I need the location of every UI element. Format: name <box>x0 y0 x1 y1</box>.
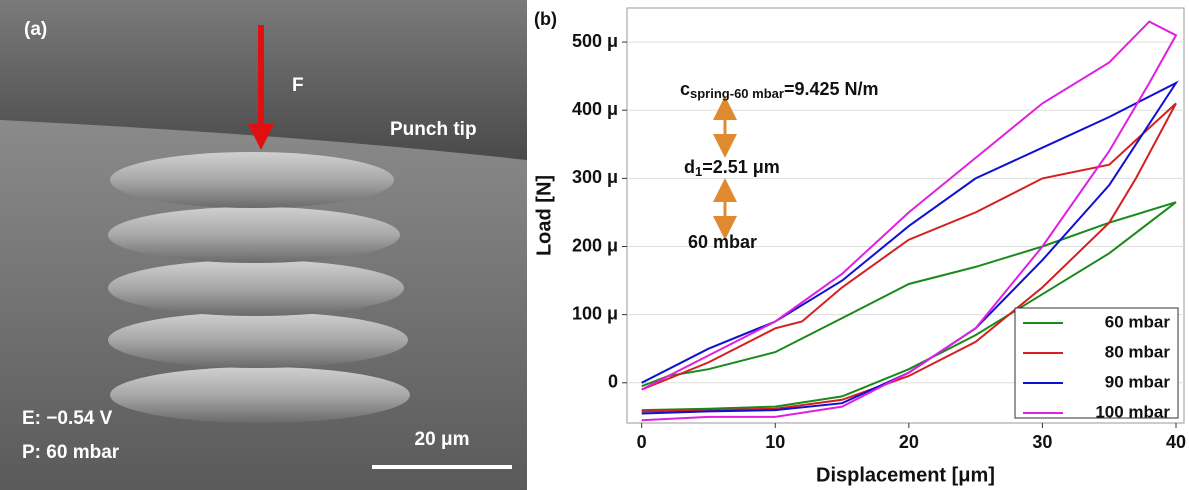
legend-label: 60 mbar <box>1105 312 1171 331</box>
annotation-part: =2.51 μm <box>702 157 780 177</box>
y-tick-label: 0 <box>608 372 618 392</box>
spring <box>108 152 410 423</box>
y-tick-label: 400 μ <box>572 99 618 119</box>
x-tick-label: 40 <box>1166 432 1186 452</box>
y-tick-label: 500 μ <box>572 31 618 51</box>
punch-label: Punch tip <box>390 119 477 140</box>
sem-image: (a) F Punch tip E: −0.54 V P: 60 mbar 20… <box>0 0 527 490</box>
scale-label: 20 μm <box>415 429 470 450</box>
y-tick-label: 300 μ <box>572 167 618 187</box>
series-line <box>641 201 1177 412</box>
pressure-label: P: 60 mbar <box>22 442 120 463</box>
annotation-part: =9.425 N/m <box>784 79 879 99</box>
panel-label: (b) <box>534 9 557 29</box>
series-line <box>641 80 1179 415</box>
annotation-sub: spring-60 mbar <box>690 86 784 101</box>
annotation: cspring-60 mbar=9.425 N/m <box>680 79 879 102</box>
legend-label: 90 mbar <box>1105 372 1171 391</box>
x-tick-label: 30 <box>1032 432 1052 452</box>
x-tick-label: 20 <box>899 432 919 452</box>
annotation-part: c <box>680 79 690 99</box>
y-axis-label: Load [N] <box>533 175 555 256</box>
force-arrowhead <box>248 124 274 150</box>
legend-label: 100 mbar <box>1095 402 1170 421</box>
annotation-sub: 1 <box>695 164 702 179</box>
annotation-part: d <box>684 157 695 177</box>
force-label: F <box>292 75 304 96</box>
series-line <box>641 20 1178 422</box>
x-tick-label: 10 <box>765 432 785 452</box>
series-line <box>641 102 1177 413</box>
y-tick-label: 200 μ <box>572 235 618 255</box>
x-axis-label: Displacement [μm] <box>816 464 995 486</box>
legend-label: 80 mbar <box>1105 342 1171 361</box>
annotation: d1=2.51 μm <box>684 157 780 180</box>
legend-box <box>1014 307 1179 419</box>
y-tick-label: 100 μ <box>572 303 618 323</box>
annotation: 60 mbar <box>688 232 757 252</box>
potential-label: E: −0.54 V <box>22 408 113 429</box>
annotations: cspring-60 mbar=9.425 N/m d1=2.51 μm 60 … <box>680 79 879 252</box>
x-tick-label: 0 <box>637 432 647 452</box>
panel-label: (a) <box>24 19 47 40</box>
